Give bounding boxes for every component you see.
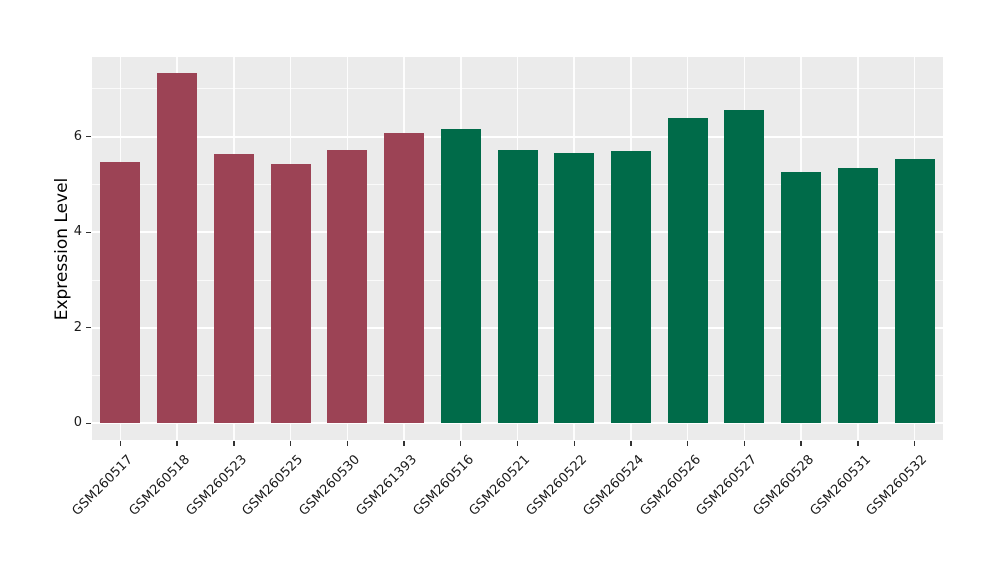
x-tick-mark <box>573 441 575 446</box>
x-tick-mark <box>176 441 178 446</box>
expression-bar <box>270 164 311 424</box>
x-tick-mark <box>119 441 122 446</box>
x-tick-mark <box>403 441 405 446</box>
x-tick-mark <box>516 441 519 446</box>
expression-bar <box>157 73 198 424</box>
gridline-major <box>92 135 943 138</box>
y-tick-label: 2 <box>73 319 82 335</box>
expression-bar <box>384 133 425 424</box>
expression-bar <box>724 109 765 424</box>
expression-bar <box>667 117 708 424</box>
y-tick-label: 0 <box>73 415 82 431</box>
x-tick-mark <box>630 441 632 446</box>
expression-bar <box>497 150 538 424</box>
x-tick-label: GSM260532 <box>863 452 931 519</box>
y-tick-mark <box>86 327 91 329</box>
gridline-major <box>92 422 943 425</box>
y-tick-label: 6 <box>73 128 82 144</box>
gridline-minor <box>92 88 943 90</box>
x-tick-mark <box>289 441 292 446</box>
expression-bar <box>100 162 141 424</box>
x-tick-mark <box>233 441 235 446</box>
x-tick-mark <box>913 441 916 446</box>
x-tick-label: GSM260518 <box>126 452 194 519</box>
y-axis-title: Expression Level <box>52 177 72 320</box>
expression-bar <box>894 158 935 424</box>
expression-bar <box>213 153 254 424</box>
x-tick-mark <box>460 441 462 446</box>
expression-bar <box>837 168 878 424</box>
x-tick-label: GSM260528 <box>750 452 818 519</box>
expression-bar <box>554 152 595 424</box>
y-tick-mark <box>86 231 91 233</box>
expression-bar <box>440 128 481 424</box>
x-tick-mark <box>857 441 859 446</box>
x-tick-mark <box>687 441 689 446</box>
expression-bar <box>781 171 822 424</box>
x-tick-label: GSM260524 <box>580 452 647 519</box>
x-tick-label: GSM261393 <box>353 452 420 519</box>
expression-bar <box>327 150 368 424</box>
x-tick-mark <box>346 441 348 446</box>
y-tick-label: 4 <box>73 224 82 240</box>
y-tick-mark <box>86 422 91 424</box>
x-tick-mark <box>743 441 746 446</box>
x-tick-mark <box>800 441 802 446</box>
y-tick-mark <box>86 136 91 138</box>
expression-bar <box>610 150 651 424</box>
